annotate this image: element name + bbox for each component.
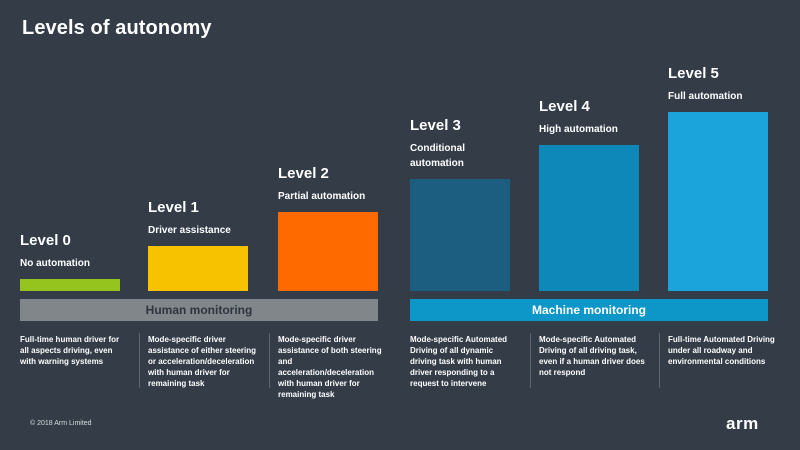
arm-logo: arm: [726, 414, 759, 433]
bar-level-2: [278, 212, 378, 291]
column-divider: [269, 333, 270, 388]
level-description: Mode-specific driver assistance of eithe…: [148, 335, 257, 388]
column-divider: [139, 333, 140, 388]
level-label: Level 0: [20, 232, 71, 249]
level-description: Mode-specific Automated Driving of all d…: [539, 335, 645, 377]
column-divider: [659, 333, 660, 388]
level-description: Mode-specific Automated Driving of all d…: [410, 335, 508, 388]
bar-level-4: [539, 145, 639, 291]
level-label: Level 1: [148, 198, 199, 216]
bar-level-5: [668, 111, 768, 291]
level-subtitle: Conditional automation: [410, 142, 465, 169]
level-label: Level 3: [410, 116, 461, 134]
level-label: Level 4: [539, 98, 590, 115]
level-subtitle: Full automation: [668, 90, 743, 102]
slide-title: Levels of autonomy: [22, 17, 212, 39]
bar-level-3: [410, 178, 510, 291]
column-divider: [530, 333, 531, 388]
human-monitoring-band: Human monitoring: [20, 299, 378, 321]
level-subtitle: No automation: [20, 258, 90, 269]
level-description: Mode-specific driver assistance of both …: [278, 335, 382, 399]
level-subtitle: High automation: [539, 124, 618, 135]
bar-level-0: [20, 279, 120, 291]
level-description: Full-time Automated Driving under all ro…: [668, 335, 775, 366]
level-subtitle: Driver assistance: [148, 224, 231, 236]
level-label: Level 5: [668, 64, 719, 82]
copyright-text: © 2018 Arm Limited: [30, 420, 92, 427]
bar-level-1: [148, 245, 248, 291]
machine-monitoring-band: Machine monitoring: [410, 299, 768, 321]
level-subtitle: Partial automation: [278, 191, 366, 202]
level-label: Level 2: [278, 165, 329, 182]
level-description: Full-time human driver for all aspects d…: [20, 335, 120, 366]
